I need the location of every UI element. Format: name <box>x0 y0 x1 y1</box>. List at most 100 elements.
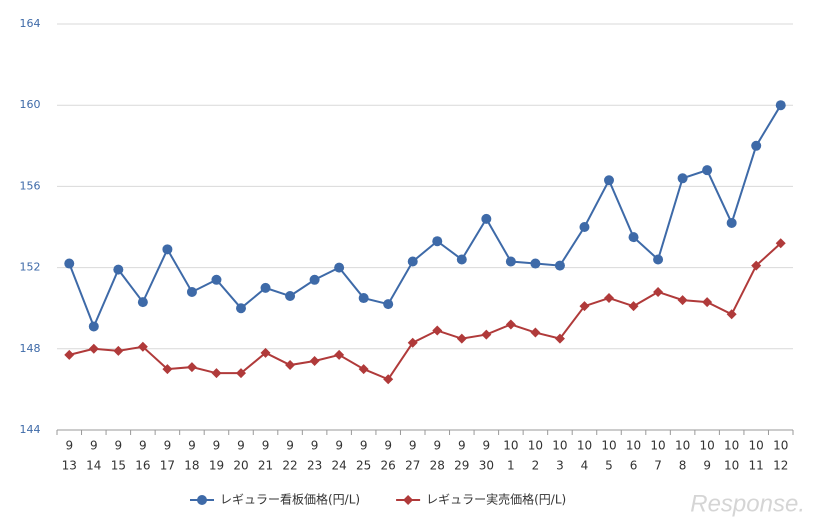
x-tick-label: 19 <box>209 459 224 473</box>
point <box>456 333 467 344</box>
x-tick-label: 14 <box>86 459 101 473</box>
point <box>554 260 565 271</box>
x-tick-label: 10 <box>699 439 714 453</box>
point <box>285 291 296 302</box>
x-tick-label: 10 <box>773 439 788 453</box>
point <box>530 258 541 269</box>
x-tick-label: 28 <box>430 459 445 473</box>
point <box>702 297 713 308</box>
point <box>285 360 296 371</box>
point <box>481 213 492 224</box>
x-tick-label: 10 <box>528 439 543 453</box>
point <box>260 282 271 293</box>
x-tick-label: 10 <box>626 439 641 453</box>
point <box>162 244 173 255</box>
point <box>309 274 320 285</box>
x-tick-label: 21 <box>258 459 273 473</box>
point <box>407 256 418 267</box>
x-tick-label: 10 <box>724 459 739 473</box>
point <box>530 327 541 338</box>
point <box>64 258 75 269</box>
x-tick-label: 2 <box>532 459 540 473</box>
point <box>113 264 124 275</box>
watermark: Response. <box>690 490 805 517</box>
y-tick-label: 160 <box>20 98 41 111</box>
point <box>677 173 688 184</box>
point <box>702 165 713 176</box>
x-tick-label: 1 <box>507 459 515 473</box>
x-tick-label: 10 <box>601 439 616 453</box>
point <box>383 299 394 310</box>
legend-marker <box>197 495 207 505</box>
x-tick-label: 4 <box>581 459 589 473</box>
point <box>554 333 565 344</box>
x-tick-label: 3 <box>556 459 564 473</box>
point <box>358 364 369 375</box>
point <box>113 345 124 356</box>
x-tick-label: 9 <box>360 439 368 453</box>
point <box>64 349 75 360</box>
x-tick-label: 9 <box>115 439 123 453</box>
point <box>579 301 590 312</box>
point <box>653 254 664 265</box>
x-tick-label: 30 <box>479 459 494 473</box>
x-tick-label: 9 <box>139 439 147 453</box>
series-line <box>68 104 782 330</box>
y-tick-label: 156 <box>20 179 41 192</box>
point <box>186 286 197 297</box>
point <box>628 232 639 243</box>
x-tick-label: 9 <box>90 439 98 453</box>
point <box>383 374 394 385</box>
x-tick-label: 9 <box>409 439 417 453</box>
x-tick-label: 13 <box>62 459 77 473</box>
x-tick-label: 11 <box>749 459 764 473</box>
x-tick-label: 9 <box>262 439 270 453</box>
point <box>751 140 762 151</box>
y-tick-label: 144 <box>20 423 41 436</box>
point <box>334 349 345 360</box>
x-tick-label: 16 <box>135 459 150 473</box>
point <box>137 297 148 308</box>
point <box>309 355 320 366</box>
point <box>211 368 222 379</box>
x-tick-label: 23 <box>307 459 322 473</box>
point <box>505 256 516 267</box>
y-tick-label: 152 <box>20 261 41 274</box>
x-tick-label: 9 <box>384 439 392 453</box>
point <box>579 222 590 232</box>
point <box>260 347 271 358</box>
x-tick-label: 9 <box>703 459 711 473</box>
x-tick-label: 10 <box>577 439 592 453</box>
point <box>456 254 467 265</box>
x-tick-label: 6 <box>630 459 638 473</box>
x-tick-label: 10 <box>724 439 739 453</box>
x-tick-label: 20 <box>233 459 248 473</box>
x-tick-label: 9 <box>65 439 73 453</box>
point <box>88 343 99 354</box>
point <box>236 368 246 379</box>
x-tick-label: 9 <box>433 439 441 453</box>
point <box>505 319 516 330</box>
x-tick-label: 15 <box>111 459 126 473</box>
x-tick-label: 9 <box>335 439 343 453</box>
x-tick-label: 12 <box>773 459 788 473</box>
point <box>775 238 786 249</box>
x-tick-label: 10 <box>675 439 690 453</box>
x-tick-label: 10 <box>552 439 567 453</box>
point <box>775 100 786 111</box>
point <box>726 309 737 320</box>
point <box>653 286 664 297</box>
x-tick-label: 9 <box>237 439 245 453</box>
point <box>186 362 197 373</box>
point <box>751 260 762 271</box>
point <box>628 301 639 312</box>
point <box>432 236 443 247</box>
legend-label: レギュラー実売価格(円/L) <box>426 492 566 507</box>
x-tick-label: 26 <box>381 459 396 473</box>
x-tick-label: 9 <box>311 439 319 453</box>
point <box>162 364 173 375</box>
x-tick-label: 27 <box>405 459 420 473</box>
x-tick-label: 5 <box>605 459 613 473</box>
x-tick-label: 10 <box>650 439 665 453</box>
